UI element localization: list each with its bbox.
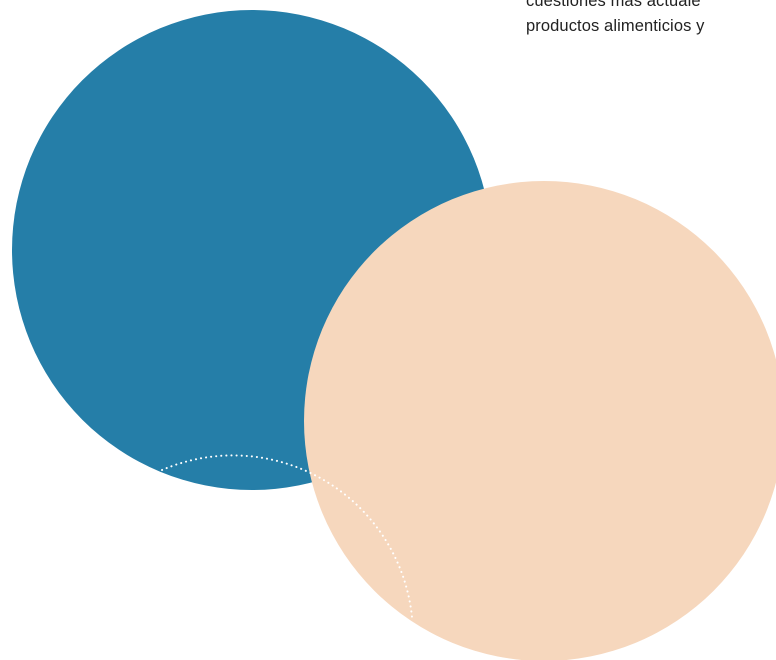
- dotted-circle-outline: [161, 454, 413, 618]
- body-text-fragment: cuestiones más actuale productos aliment…: [526, 0, 776, 39]
- peach-circle: [304, 181, 776, 660]
- body-text-line-1: cuestiones más actuale: [526, 0, 701, 10]
- body-text-line-2: productos alimenticios y: [526, 17, 705, 35]
